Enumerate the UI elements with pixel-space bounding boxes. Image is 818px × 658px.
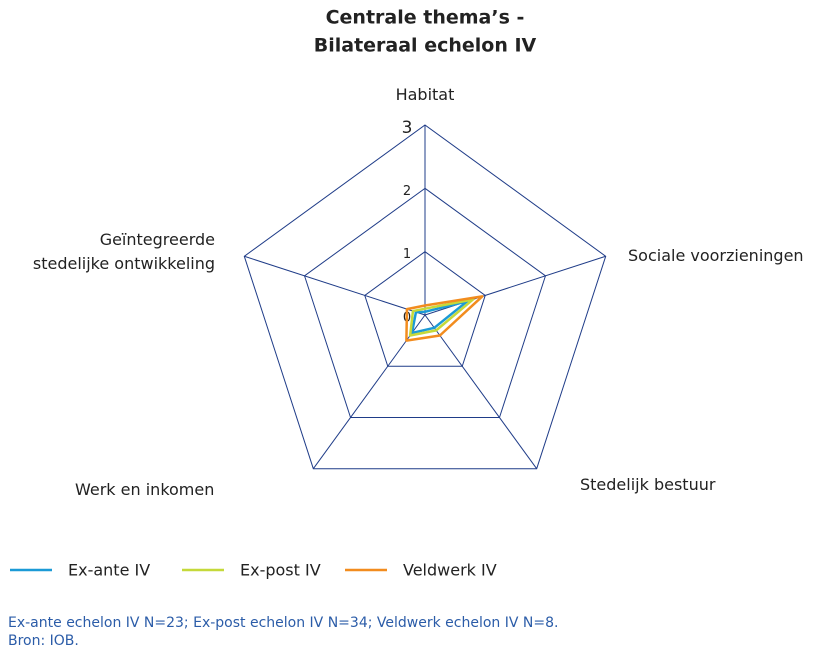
grid-ring xyxy=(364,251,486,367)
r-tick-label: 1 xyxy=(403,247,411,262)
legend-label: Ex-post IV xyxy=(240,561,321,580)
legend-label: Veldwerk IV xyxy=(403,561,497,580)
grid-spoke xyxy=(244,255,426,316)
series-line xyxy=(405,295,484,342)
chart-title: Bilateraal echelon IV xyxy=(314,35,537,57)
grid-ring xyxy=(303,187,547,418)
series-line xyxy=(408,298,475,337)
category-label: Stedelijk bestuur xyxy=(580,475,716,494)
category-label: Geïntegreerde stedelijke ontwikkeling xyxy=(33,230,215,273)
legend-label: Ex-ante IV xyxy=(68,561,150,580)
grid-ring xyxy=(243,124,607,470)
chart-title: Centrale thema’s - xyxy=(326,7,525,29)
r-tick-label: 2 xyxy=(403,184,411,199)
category-label: Werk en inkomen xyxy=(75,480,214,499)
r-tick-label: 3 xyxy=(402,118,413,138)
grid-spoke xyxy=(424,314,538,470)
grid-spoke xyxy=(312,314,426,470)
note: Ex-ante echelon IV N=23; Ex-post echelon… xyxy=(8,615,558,631)
category-label: Sociale voorzieningen xyxy=(628,246,804,265)
note: Bron: IOB. xyxy=(8,633,79,649)
category-label: Habitat xyxy=(396,85,455,104)
